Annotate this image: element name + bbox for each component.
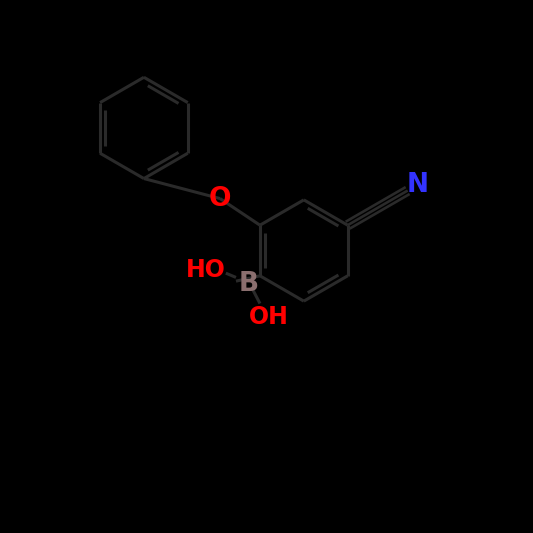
Text: O: O	[209, 185, 231, 212]
Text: B: B	[238, 271, 259, 297]
Text: N: N	[407, 172, 429, 198]
Text: OH: OH	[249, 305, 289, 329]
Text: HO: HO	[185, 259, 225, 282]
